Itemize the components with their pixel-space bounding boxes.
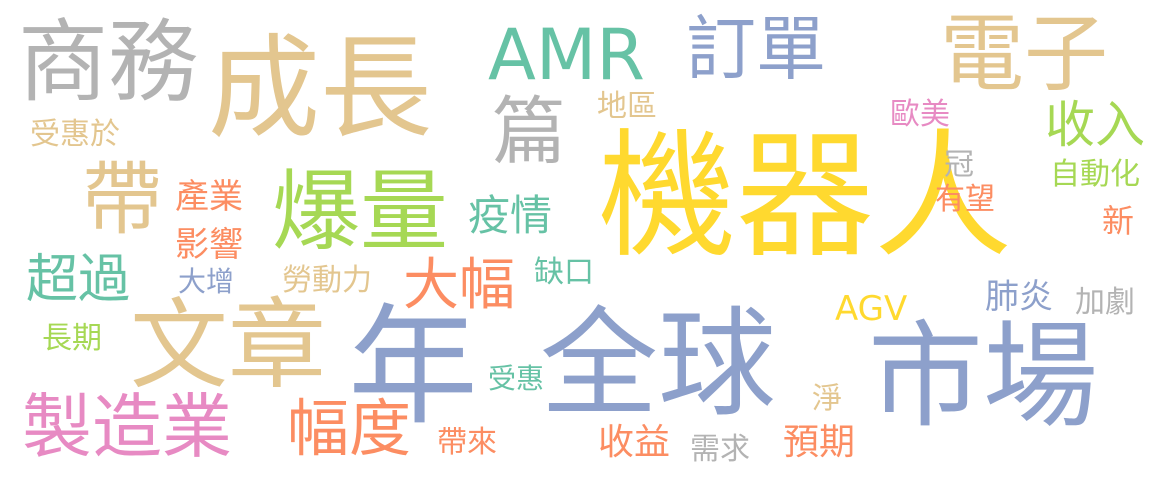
word-nian: 年 — [348, 291, 479, 443]
word-diqu: 地區 — [597, 89, 657, 124]
word-dingdan: 訂單 — [686, 8, 826, 90]
word-chaoguo: 超過 — [26, 250, 131, 310]
word-shouhui: 受惠 — [488, 362, 545, 395]
word-chanye: 產業 — [175, 177, 243, 217]
word-wenzhang: 文章 — [130, 289, 327, 403]
word-xin: 新 — [1102, 202, 1135, 240]
word-youwang: 有望 — [935, 182, 995, 217]
word-quanqiu: 全球 — [540, 295, 777, 433]
word-dai: 帶 — [82, 153, 162, 246]
word-shouru: 收入 — [1045, 96, 1145, 154]
word-zhizaoye: 製造業 — [22, 386, 232, 468]
word-jing: 淨 — [806, 382, 841, 412]
word-shangwu: 商務 — [18, 10, 198, 115]
word-quekou: 缺口 — [534, 255, 594, 290]
word-pian: 篇 — [492, 89, 566, 175]
word-dazeng: 大增 — [178, 265, 235, 298]
word-yiqing: 疫情 — [468, 191, 553, 240]
word-jiqiren: 機器人 — [598, 116, 1013, 277]
word-yuqi: 預期 — [783, 422, 856, 463]
word-guan: 冠 — [938, 148, 973, 178]
word-dianzi: 電子 — [940, 5, 1109, 103]
word-baoliang: 爆量 — [272, 160, 449, 263]
word-xuqiu: 需求 — [690, 432, 750, 467]
word-shichang: 市場 — [868, 310, 1099, 444]
word-dailai: 帶來 — [437, 425, 497, 460]
word-jiaju: 加劇 — [1075, 285, 1135, 320]
word-changqi: 長期 — [42, 321, 102, 356]
word-chengzhang: 成長 — [208, 24, 432, 154]
word-agv: AGV — [835, 289, 908, 329]
word-laodongli: 勞動力 — [282, 263, 372, 298]
word-feiyan: 肺炎 — [985, 277, 1053, 317]
word-shouyi: 收益 — [598, 422, 671, 463]
word-oumei: 歐美 — [890, 97, 950, 132]
word-zidonghua: 自動化 — [1050, 157, 1140, 192]
word-yingxiang: 影響 — [175, 225, 243, 265]
word-fudu: 幅度 — [287, 392, 412, 465]
word-amr: AMR — [488, 14, 645, 96]
word-shouhuiyu: 受惠於 — [30, 117, 120, 152]
word-dafu: 大幅 — [403, 253, 515, 318]
